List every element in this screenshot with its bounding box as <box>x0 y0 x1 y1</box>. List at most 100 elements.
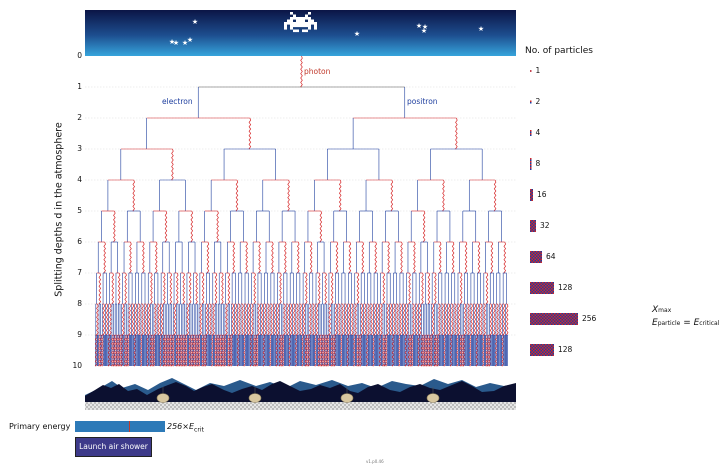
photon-track <box>412 303 415 336</box>
photon-track <box>253 272 256 305</box>
legend-grid-cell <box>531 252 533 254</box>
legend-grid-cell <box>530 100 532 102</box>
primary-energy-slider-handle[interactable] <box>129 421 130 432</box>
photon-track <box>461 334 464 367</box>
launch-air-shower-button[interactable]: Launch air shower <box>75 437 152 457</box>
legend-grid-cell <box>548 319 550 321</box>
legend-grid-cell <box>551 347 553 349</box>
shower-tree <box>94 55 509 367</box>
legend-grid-cell <box>552 317 554 319</box>
legend-count-label: 1 <box>535 66 541 75</box>
invader-pixel <box>296 19 299 23</box>
legend-grid-cell <box>575 319 577 321</box>
invader-pixel <box>302 19 305 23</box>
primary-energy-slider[interactable] <box>75 421 165 432</box>
legend-grid-cell <box>548 282 550 284</box>
photon-track <box>483 303 486 336</box>
invader-pixel <box>296 29 299 33</box>
legend-grid-cell <box>560 316 562 318</box>
photon-track <box>488 334 492 367</box>
legend-grid-cell <box>534 221 536 223</box>
photon-track <box>146 334 150 367</box>
legend-grid-256 <box>530 313 578 325</box>
legend-count-label: 2 <box>535 97 541 106</box>
legend-grid-cell <box>576 314 578 316</box>
legend-grid-cell <box>533 260 535 262</box>
legend-grid-cell <box>540 314 542 316</box>
legend-grid-cell <box>537 255 539 257</box>
photon-track <box>411 334 414 367</box>
primary-energy-label: Primary energy <box>9 422 71 431</box>
legend-grid-cell <box>537 314 539 316</box>
depth-tick-2: 2 <box>77 113 82 122</box>
legend-grid-cell <box>551 291 553 293</box>
legend-grid-cell <box>546 317 548 319</box>
photon-track <box>134 303 138 336</box>
photon-track <box>372 334 375 367</box>
legend-grid-cell <box>534 224 536 226</box>
photon-track <box>186 303 189 336</box>
legend-grid-cell <box>530 161 532 163</box>
legend-grid-cell <box>537 292 539 294</box>
legend-grid-cell <box>530 192 532 194</box>
photon-track <box>490 241 494 274</box>
legend-grid-cell <box>560 322 562 324</box>
legend-grid-cell <box>549 289 551 291</box>
legend-grid-cell <box>537 354 539 356</box>
photon-track <box>128 303 131 336</box>
legend-grid-cell <box>539 316 541 318</box>
legend-grid-cell <box>566 319 568 321</box>
legend-grid-cell <box>534 323 536 325</box>
photon-track <box>322 334 325 367</box>
photon-track <box>195 272 198 305</box>
legend-grid-cell <box>540 252 542 254</box>
detector-icon <box>426 387 440 403</box>
legend-grid-64 <box>530 251 542 263</box>
photon-track <box>434 272 437 305</box>
invader-pixel <box>305 29 308 33</box>
legend-grid-cell <box>534 258 536 260</box>
photon-track <box>221 272 224 305</box>
legend-grid-cell <box>531 314 533 316</box>
photon-track <box>238 303 241 336</box>
legend-grid-cell <box>546 314 548 316</box>
invader-pixel <box>308 27 311 30</box>
legend-grid-cell <box>575 313 577 315</box>
invader-pixel <box>290 27 293 30</box>
photon-track <box>286 303 290 336</box>
photon-track <box>276 303 280 336</box>
invader-pixel <box>314 27 317 30</box>
photon-track <box>152 334 156 367</box>
star-icon: ★ <box>421 27 427 35</box>
photon-track <box>232 241 235 274</box>
photon-track <box>302 303 306 336</box>
legend-grid-cell <box>534 255 536 257</box>
photon-track <box>220 334 224 367</box>
legend-grid-cell <box>534 345 536 347</box>
stars: ★★★ ★★★★ ★★ ★ <box>169 18 484 47</box>
photon-track <box>370 303 373 336</box>
legend-count-label: 128 <box>558 345 573 354</box>
photon-track <box>459 334 463 367</box>
legend-count-label: 128 <box>558 283 573 292</box>
legend-grid-cell <box>543 292 545 294</box>
legend-grid-cell <box>534 314 536 316</box>
legend-grid-cell <box>533 322 535 324</box>
legend-grid-cell <box>539 260 541 262</box>
photon-track <box>283 241 287 274</box>
legend-grid-cell <box>549 348 551 350</box>
photon-track <box>171 148 174 181</box>
photon-track <box>493 179 497 212</box>
legend-grid-cell <box>539 291 541 293</box>
legend-grid-cell <box>536 313 538 315</box>
photon-track <box>230 334 233 367</box>
legend-grid-cell <box>548 285 550 287</box>
photon-track <box>147 303 151 336</box>
legend-grid-cell <box>536 257 538 259</box>
legend-grid-cell <box>530 291 532 293</box>
legend-grid-cell <box>533 291 535 293</box>
photon-track <box>162 334 166 367</box>
photon-track <box>252 334 256 367</box>
photon-track <box>354 303 357 336</box>
photon-track <box>386 303 390 336</box>
